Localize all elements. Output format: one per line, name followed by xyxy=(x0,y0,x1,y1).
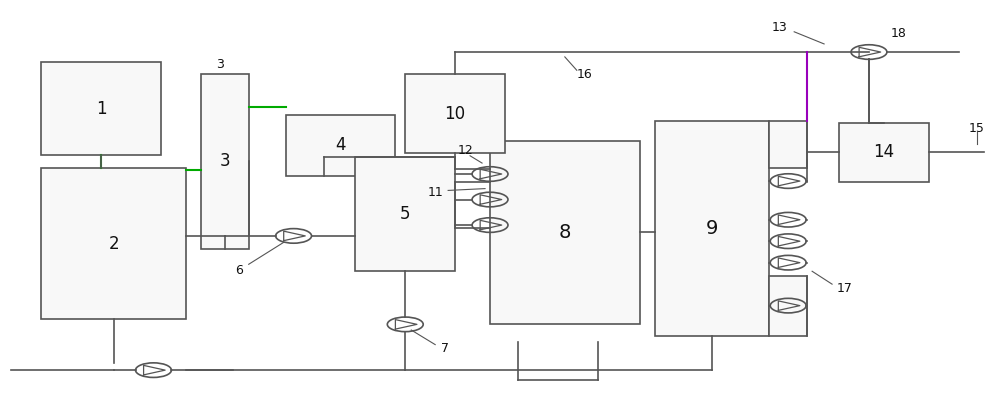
Text: 3: 3 xyxy=(219,153,230,171)
Text: 18: 18 xyxy=(891,27,907,40)
Text: 1: 1 xyxy=(96,100,106,118)
Bar xyxy=(41,62,161,155)
Text: 5: 5 xyxy=(400,205,411,223)
Bar xyxy=(405,74,505,153)
Text: 2: 2 xyxy=(108,235,119,253)
Bar xyxy=(286,115,395,175)
Bar xyxy=(655,121,769,336)
Bar xyxy=(201,74,249,248)
Bar xyxy=(769,275,807,336)
Text: 6: 6 xyxy=(235,264,243,277)
Bar xyxy=(490,141,640,324)
Text: 3: 3 xyxy=(216,58,224,71)
Text: 4: 4 xyxy=(335,136,346,154)
Text: 11: 11 xyxy=(427,186,443,199)
Bar xyxy=(41,168,186,319)
Text: 13: 13 xyxy=(771,21,787,34)
Bar xyxy=(769,121,807,168)
Text: 12: 12 xyxy=(457,144,473,157)
Text: 7: 7 xyxy=(441,342,449,355)
Bar xyxy=(355,157,455,271)
Text: 9: 9 xyxy=(706,219,718,238)
Bar xyxy=(839,123,929,182)
Text: 17: 17 xyxy=(837,282,853,295)
Text: 16: 16 xyxy=(577,68,593,81)
Text: 14: 14 xyxy=(873,143,894,161)
Text: 10: 10 xyxy=(445,105,466,123)
Text: 15: 15 xyxy=(969,122,985,135)
Text: 8: 8 xyxy=(559,223,571,242)
